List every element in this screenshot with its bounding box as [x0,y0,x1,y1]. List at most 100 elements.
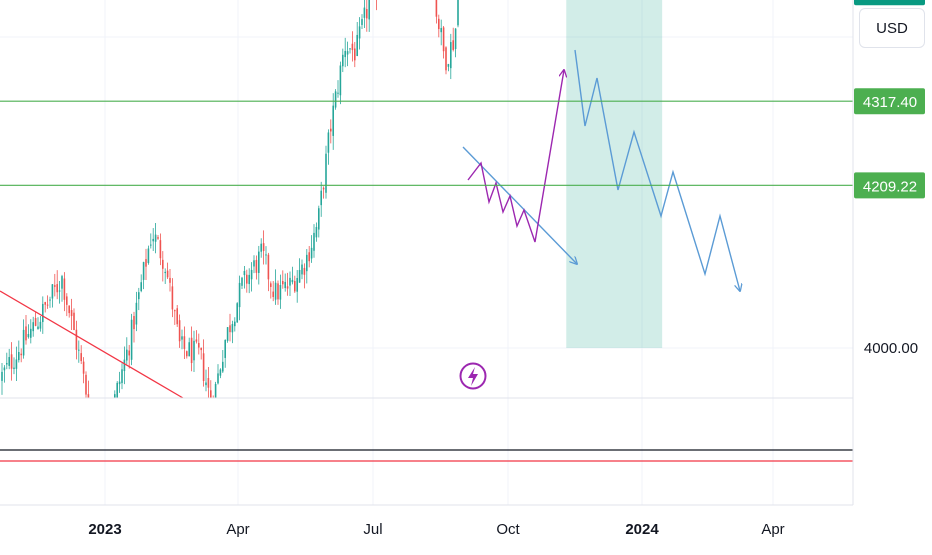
candle [54,273,56,297]
projection-path-blue[interactable] [574,49,740,291]
candle [339,61,342,105]
candle [454,28,457,58]
price-level-last-price[interactable]: 4457.50 [0,0,925,6]
candle [118,371,121,393]
candle [248,268,250,294]
projection-path-purple[interactable] [467,70,564,243]
candle [337,80,339,98]
candle [310,235,313,263]
candle [222,350,224,373]
candle [22,319,25,359]
candle [166,262,169,279]
candle [142,261,145,290]
candle [368,0,370,32]
candle [70,298,73,331]
candle [95,417,97,433]
candle [356,22,358,57]
trend-line[interactable] [0,290,184,399]
candle [49,296,51,308]
grid [0,0,853,505]
candle [313,224,315,258]
candle [246,269,248,293]
candle [138,287,140,311]
candle [92,413,94,434]
candle [82,357,85,384]
candle [25,314,27,345]
candle [150,233,152,249]
candle [30,319,32,344]
candle [126,337,128,365]
candle [140,274,142,293]
candle [202,339,205,387]
candle [435,0,438,24]
candle [154,222,157,254]
candle [133,311,135,343]
candle [226,326,229,343]
candle [123,346,126,385]
candle [250,262,253,292]
candle [128,344,130,369]
price-level-support[interactable]: 4317.40 [0,88,925,115]
candle [258,245,260,285]
candle [8,348,10,370]
currency-button[interactable]: USD [859,8,925,48]
candle [164,268,166,284]
level-price-label: 4209.22 [863,178,917,195]
candle [346,41,349,67]
candle [349,48,351,54]
candle [306,249,308,284]
candle [272,281,274,302]
candle [15,346,18,382]
candle [183,326,186,359]
drawings[interactable] [0,49,740,399]
candle [181,329,183,350]
candle [318,205,320,238]
price-level-support[interactable]: 4209.22 [0,172,925,199]
candlesticks [1,0,459,434]
candle [274,269,277,305]
level-price-label: 4457.50 [863,0,917,2]
candle [34,312,37,327]
candle [121,363,123,390]
candle [100,403,102,434]
candle [294,275,296,293]
candle [452,27,454,52]
candle [327,129,330,165]
candle [284,273,286,292]
candle [322,186,325,199]
candle [159,233,162,266]
candle [3,365,6,383]
x-tick-label: 2024 [625,521,659,538]
candle [262,230,265,265]
candle [354,41,356,68]
candle [39,315,42,332]
candle [174,309,176,325]
candle [169,268,171,292]
x-tick-label: Oct [496,521,520,538]
candle [366,0,368,32]
event-lightning-icon[interactable] [459,362,487,390]
take-profit-zone[interactable] [566,0,663,348]
candle [375,0,377,11]
candle [265,246,267,265]
candle [157,235,159,240]
short-position-tool[interactable] [566,0,663,348]
candle [332,93,334,150]
candle [116,381,118,398]
candle [231,320,234,344]
candle [13,357,15,375]
candle [279,274,282,309]
candle [178,314,181,348]
candle [289,271,291,296]
candle [66,293,68,317]
candle [193,330,195,372]
candle [102,400,104,431]
candle [75,320,78,360]
candle [56,270,58,300]
candle [212,395,214,398]
candle [186,350,188,359]
candle [61,274,63,302]
